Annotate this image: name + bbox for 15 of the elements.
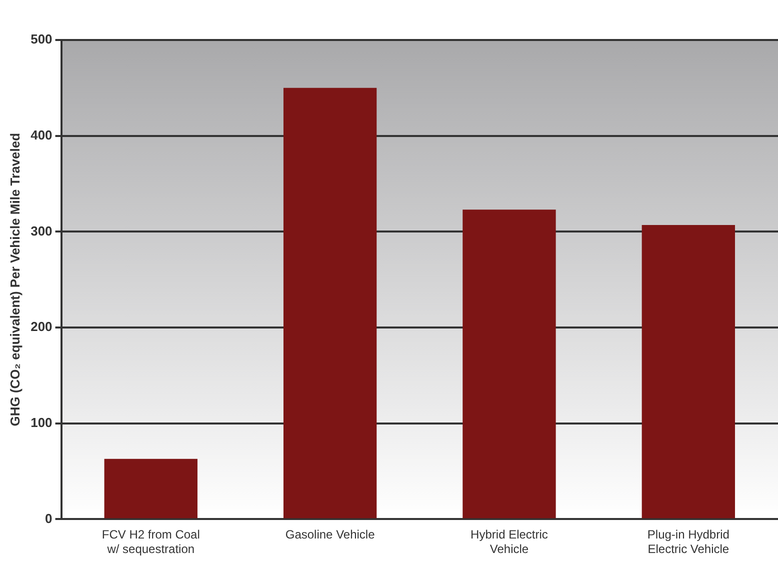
bar [283,88,377,518]
bar [642,224,735,518]
x-tick-label: Plug-in Hydbrid Electric Vehicle [647,528,730,556]
y-tick-label: 0 [45,510,52,526]
bar [104,458,198,518]
y-tick-label: 200 [30,319,52,334]
x-tick-label: Hybrid Electric Vehicle [470,528,548,556]
y-tick-label: 300 [30,223,52,238]
bar [462,210,556,518]
y-tick-label: 100 [30,414,52,430]
y-axis-title: GHG (CO₂ equivalent) Per Vehicle Mile Traveled [7,132,22,426]
x-tick-label: FCV H2 from Coal w/ sequestration [102,528,200,556]
y-tick-label: 500 [30,32,52,47]
x-tick-label: Gasoline Vehicle [285,528,376,542]
y-tick-label: 400 [30,127,52,142]
